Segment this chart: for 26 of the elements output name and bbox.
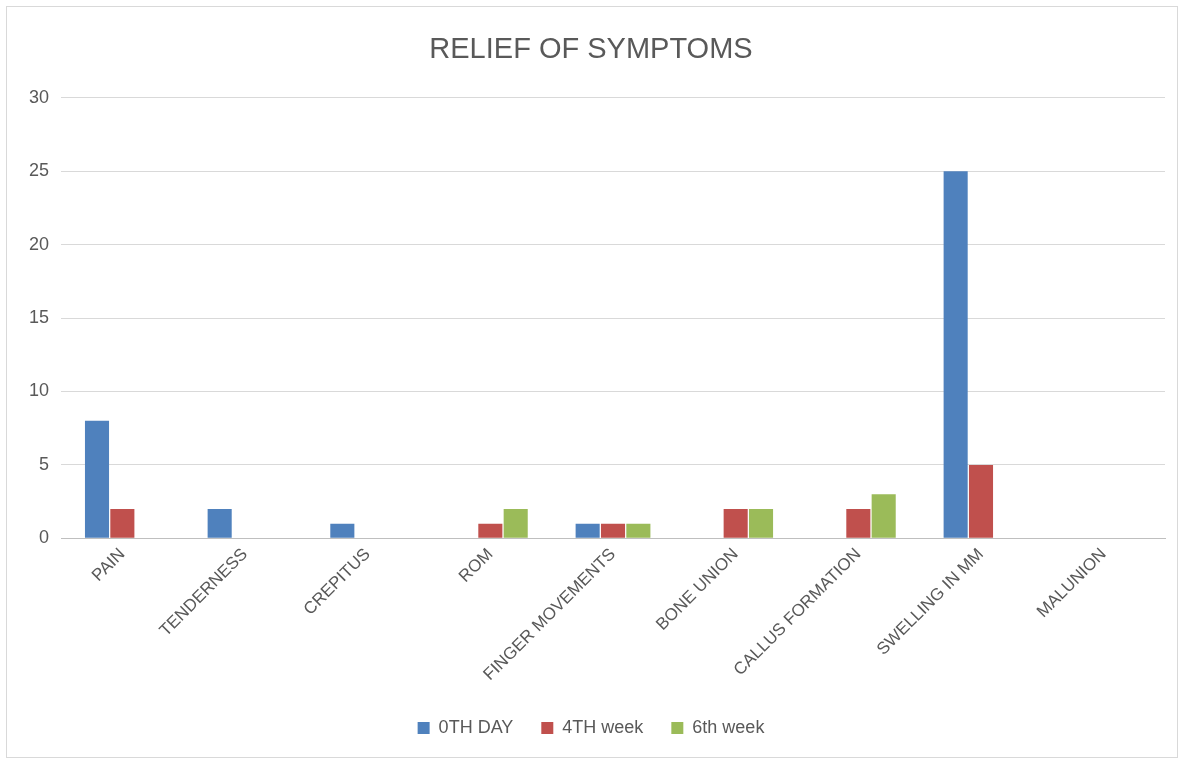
y-tick-label: 10 <box>28 380 50 401</box>
legend-label: 4TH week <box>562 716 645 737</box>
y-tick-label: 25 <box>28 160 50 181</box>
bar <box>110 508 135 538</box>
legend-label: 0TH DAY <box>438 716 514 737</box>
bar <box>626 523 651 538</box>
y-tick-label: 5 <box>39 453 50 474</box>
bar <box>871 494 896 538</box>
bar <box>600 523 626 538</box>
bar <box>478 523 503 538</box>
bar <box>84 420 110 538</box>
y-tick-label: 30 <box>28 86 50 107</box>
y-tick-label: 20 <box>28 233 50 254</box>
bar <box>968 464 994 538</box>
y-tick-label: 0 <box>39 527 50 548</box>
legend-label: 6th week <box>692 716 766 737</box>
bar <box>207 508 232 538</box>
bar <box>748 508 774 538</box>
chart-title: RELIEF OF SYMPTOMS <box>429 32 753 65</box>
y-tick-label: 15 <box>28 307 50 328</box>
bar <box>723 508 748 538</box>
bar <box>575 523 600 538</box>
bar <box>503 508 528 538</box>
bar <box>330 523 355 538</box>
bar <box>846 508 871 538</box>
bar <box>943 171 968 538</box>
